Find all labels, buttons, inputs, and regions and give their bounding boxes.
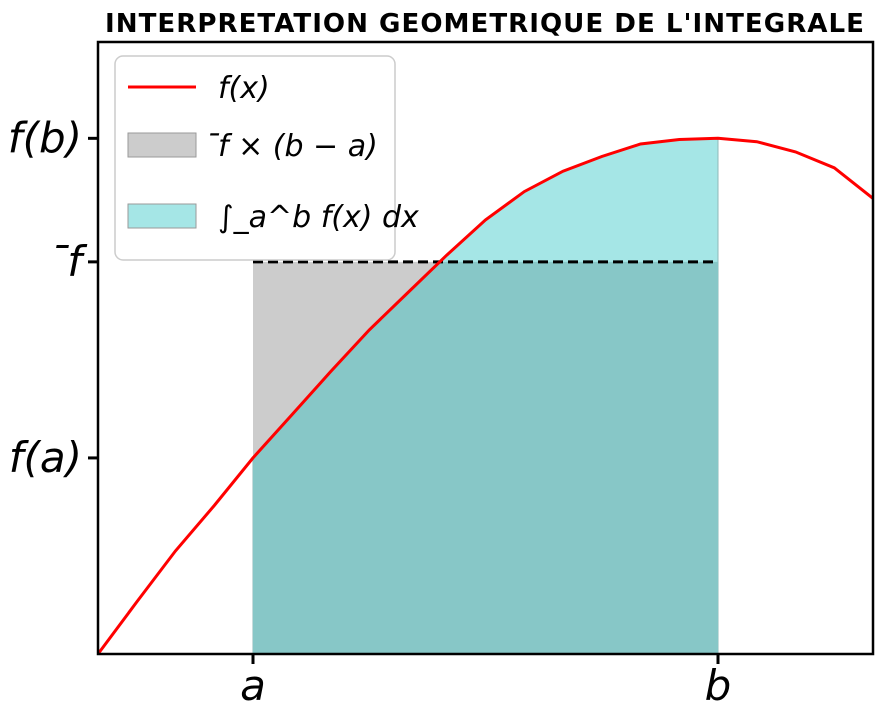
legend: f(x)̄f × (b − a) ∫_a^b f(x) dx: [114, 55, 419, 261]
legend-swatch-area: [127, 203, 197, 229]
y-tick-label: ̄f: [55, 237, 88, 286]
curve-f: [98, 136, 873, 654]
y-tick-label: f(a): [9, 433, 82, 482]
legend-label: ∫_a^b f(x) dx: [218, 200, 419, 235]
plot-frame: [96, 40, 875, 656]
x-tick-label: a: [240, 661, 266, 710]
legend-label: ̄f × (b − a): [210, 129, 378, 164]
legend-swatch-area: [127, 132, 197, 158]
overlap-area: [253, 261, 718, 654]
chart-title: INTERPRETATION GEOMETRIQUE DE L'INTEGRAL…: [105, 9, 865, 39]
x-tick-label: b: [705, 661, 732, 710]
legend-label: f(x): [218, 71, 270, 106]
y-tick-label: f(b): [8, 113, 82, 162]
